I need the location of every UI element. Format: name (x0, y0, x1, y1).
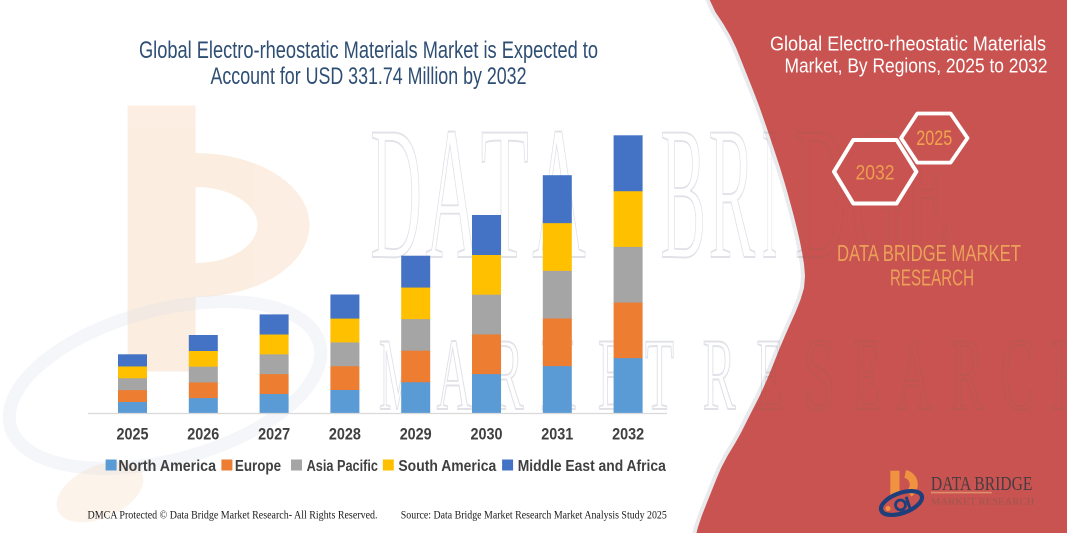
svg-text:B: B (661, 89, 707, 299)
svg-text:DMCA Protected © Data Bridge M: DMCA Protected © Data Bridge Market Rese… (88, 510, 378, 522)
svg-text:South America: South America (398, 458, 496, 475)
svg-text:2028: 2028 (329, 425, 361, 444)
svg-text:Global Electro-rheostatic Mate: Global Electro-rheostatic Materials (770, 33, 1046, 56)
svg-text:Middle East and Africa: Middle East and Africa (518, 458, 666, 475)
svg-text:Asia Pacific: Asia Pacific (307, 458, 378, 475)
svg-text:R: R (703, 318, 736, 432)
svg-text:North America: North America (118, 458, 216, 475)
svg-text:2026: 2026 (187, 425, 219, 444)
svg-text:2029: 2029 (400, 425, 432, 444)
svg-text:A: A (426, 89, 479, 299)
svg-text:E: E (854, 318, 881, 432)
svg-text:A: A (897, 318, 932, 432)
svg-text:2030: 2030 (471, 425, 503, 444)
svg-text:2025: 2025 (117, 425, 149, 444)
svg-text:2031: 2031 (541, 425, 573, 444)
svg-text:Account for USD 331.74 Million: Account for USD 331.74 Million by 2032 (211, 63, 527, 90)
svg-text:RESEARCH: RESEARCH (890, 265, 974, 291)
svg-text:Source: Data Bridge Market Res: Source: Data Bridge Market Research Mark… (401, 510, 667, 522)
svg-text:MARKET RESEARCH: MARKET RESEARCH (931, 498, 1035, 508)
svg-text:2025: 2025 (916, 127, 952, 150)
svg-text:Market, By Regions, 2025 to 20: Market, By Regions, 2025 to 2032 (785, 55, 1048, 78)
svg-text:R: R (709, 89, 755, 299)
svg-text:2027: 2027 (258, 425, 290, 444)
svg-text:T: T (645, 318, 674, 432)
svg-text:2032: 2032 (612, 425, 644, 444)
svg-text:2032: 2032 (856, 160, 895, 184)
svg-text:H: H (1051, 318, 1067, 432)
svg-text:S: S (803, 318, 835, 432)
svg-text:A: A (437, 318, 472, 432)
svg-text:Europe: Europe (235, 458, 281, 475)
svg-text:C: C (1001, 318, 1034, 432)
svg-text:DATA BRIDGE: DATA BRIDGE (931, 474, 1033, 495)
svg-text:Global Electro-rheostatic Mate: Global Electro-rheostatic Materials Mark… (139, 37, 598, 64)
svg-text:R: R (951, 318, 984, 432)
svg-text:DATA BRIDGE MARKET: DATA BRIDGE MARKET (837, 240, 1021, 266)
